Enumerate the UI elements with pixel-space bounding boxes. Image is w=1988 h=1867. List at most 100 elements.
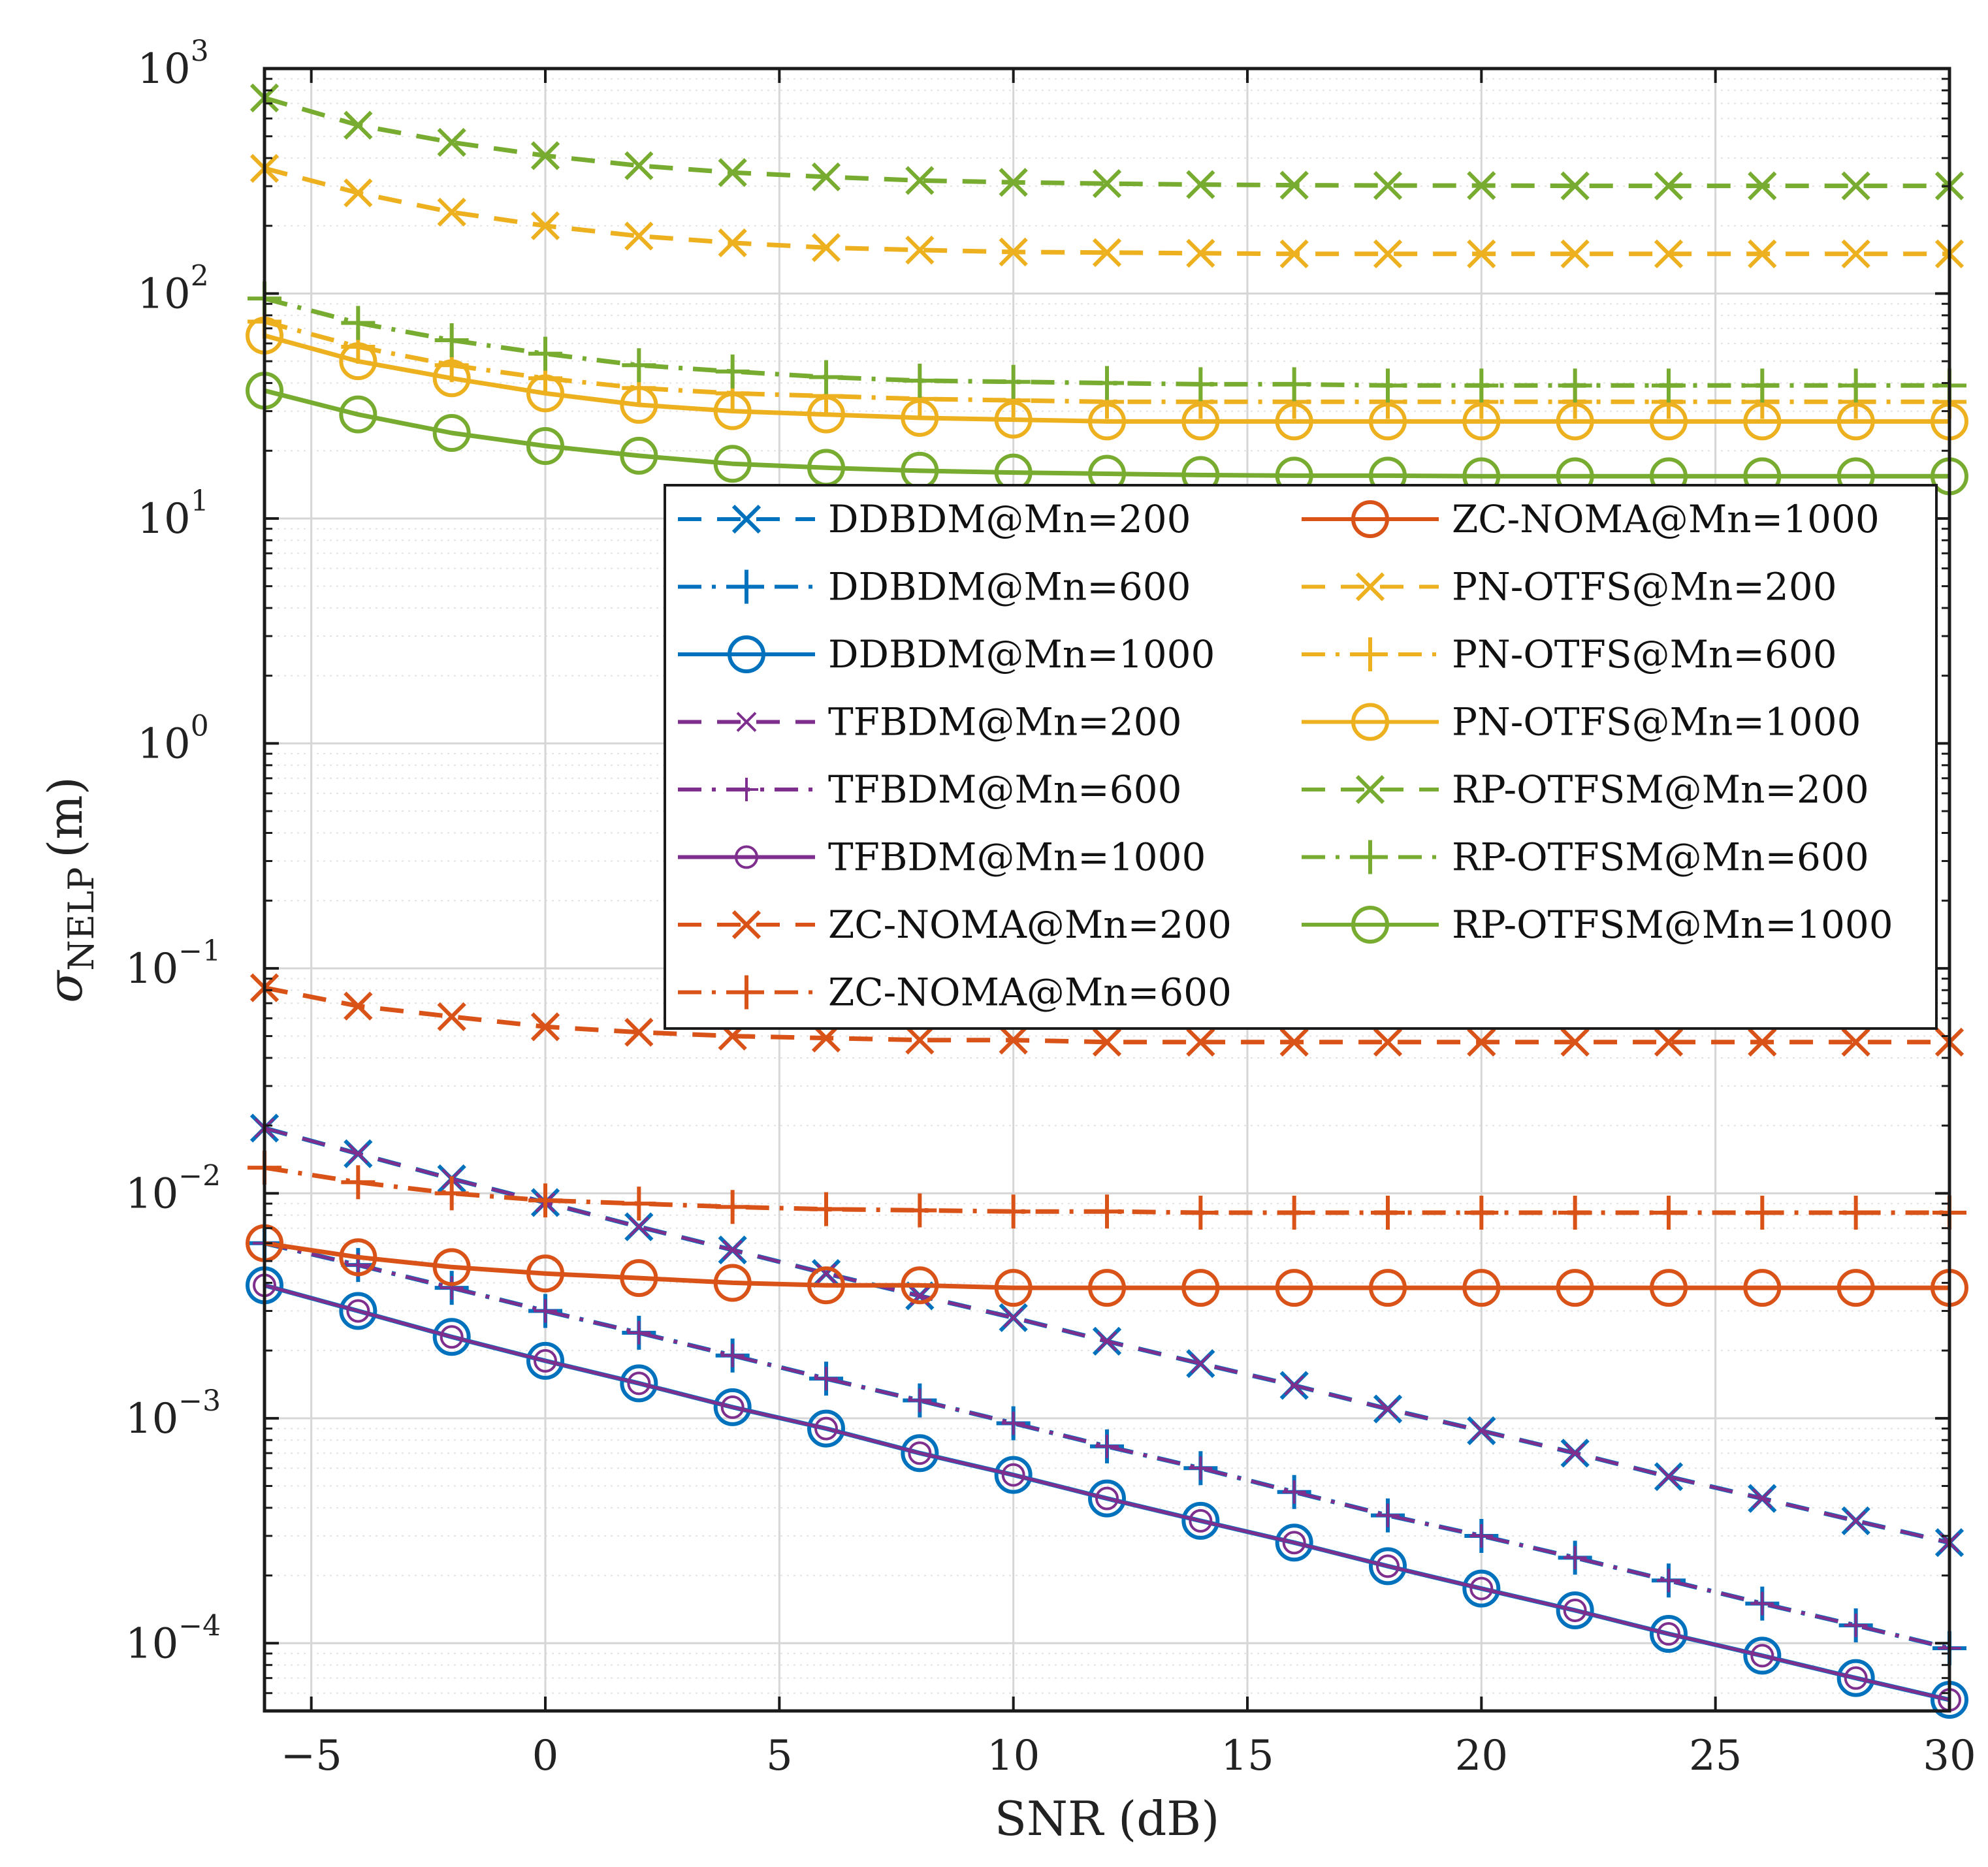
data-point bbox=[1558, 368, 1592, 403]
data-point bbox=[1558, 1196, 1592, 1230]
data-point bbox=[440, 1325, 464, 1349]
legend-label: ZC-NOMA@Mn=1000 bbox=[1452, 497, 1880, 541]
data-point bbox=[1376, 1503, 1400, 1527]
legend-label: DDBDM@Mn=200 bbox=[828, 497, 1191, 541]
data-point bbox=[901, 1434, 939, 1473]
data-point bbox=[437, 197, 466, 227]
data-point bbox=[994, 1456, 1033, 1494]
x-tick-label: 15 bbox=[1221, 1732, 1274, 1780]
data-point bbox=[1371, 368, 1405, 403]
plot-frame bbox=[263, 67, 1951, 1713]
data-point bbox=[903, 1193, 937, 1228]
data-point bbox=[1088, 1269, 1126, 1307]
data-point bbox=[1090, 1194, 1124, 1229]
data-point bbox=[1748, 239, 1777, 268]
data-point bbox=[1369, 402, 1407, 441]
legend: DDBDM@Mn=200 DDBDM@Mn=600 DDBDM@Mn=1000 TFB… bbox=[664, 484, 1938, 1030]
legend-label: TFBDM@Mn=600 bbox=[828, 767, 1181, 812]
data-point bbox=[1836, 402, 1875, 441]
data-point bbox=[1657, 1622, 1680, 1646]
x-axis-label: SNR (dB) bbox=[995, 1791, 1220, 1846]
data-point bbox=[1556, 1269, 1594, 1307]
data-point bbox=[344, 110, 373, 140]
data-point bbox=[346, 1299, 370, 1323]
legend-marker bbox=[735, 778, 758, 801]
data-point bbox=[814, 1367, 838, 1391]
data-point bbox=[905, 166, 935, 195]
data-point bbox=[526, 1341, 564, 1380]
data-point bbox=[341, 1165, 376, 1200]
data-point bbox=[996, 364, 1031, 399]
data-point bbox=[624, 1017, 654, 1047]
data-point bbox=[1275, 1269, 1313, 1307]
data-point bbox=[1373, 171, 1403, 200]
data-point bbox=[1836, 1659, 1875, 1697]
data-point bbox=[1745, 368, 1780, 403]
legend-entry-rp-otfsm-mn-1000: RP-OTFSM@Mn=1000 bbox=[1302, 902, 1893, 947]
data-point bbox=[1464, 368, 1499, 403]
data-point bbox=[620, 436, 658, 475]
legend-box bbox=[664, 484, 1938, 1030]
legend-marker bbox=[1351, 500, 1389, 538]
legend-label: ZC-NOMA@Mn=600 bbox=[828, 970, 1232, 1015]
data-point bbox=[1748, 171, 1777, 200]
series-tfbdm-mn-1000 bbox=[253, 1273, 1961, 1712]
data-point bbox=[526, 374, 564, 413]
data-point bbox=[713, 392, 752, 430]
legend-entry-pn-otfs-mn-600: PN-OTFS@Mn=600 bbox=[1302, 632, 1837, 677]
data-point bbox=[437, 127, 466, 157]
y-tick-label: 102 bbox=[137, 259, 208, 318]
data-point bbox=[1836, 1269, 1875, 1307]
legend-entry-rp-otfsm-mn-200: RP-OTFSM@Mn=200 bbox=[1302, 767, 1869, 812]
data-point bbox=[1275, 1524, 1313, 1562]
data-point bbox=[339, 395, 377, 434]
data-point bbox=[1565, 1443, 1586, 1463]
data-point bbox=[718, 228, 747, 257]
data-point bbox=[1369, 1547, 1407, 1586]
data-point bbox=[1183, 367, 1218, 402]
data-point bbox=[1376, 1554, 1400, 1578]
series-line-pn-otfs-mn-1000 bbox=[264, 333, 1949, 424]
legend-marker bbox=[1351, 703, 1389, 741]
data-point bbox=[1181, 402, 1220, 441]
data-point bbox=[715, 1190, 750, 1224]
data-point bbox=[1088, 402, 1126, 441]
legend-label: TFBDM@Mn=200 bbox=[828, 700, 1181, 744]
data-point bbox=[814, 1416, 838, 1441]
data-point bbox=[1186, 1027, 1215, 1057]
series-zc-noma-mn-600 bbox=[248, 1151, 1966, 1230]
data-point bbox=[1467, 239, 1496, 268]
data-point bbox=[1001, 1411, 1025, 1435]
data-point bbox=[996, 1194, 1031, 1229]
data-point bbox=[1471, 1420, 1492, 1441]
data-point bbox=[1743, 1636, 1782, 1675]
x-tick-label: −5 bbox=[280, 1732, 342, 1780]
data-point bbox=[622, 348, 656, 383]
data-point bbox=[1282, 1531, 1306, 1555]
data-point bbox=[1846, 1510, 1867, 1531]
data-point bbox=[434, 323, 469, 357]
y-axis-label-text: σNELP (m) bbox=[38, 776, 102, 1002]
data-point bbox=[1563, 1598, 1587, 1622]
data-point bbox=[627, 1371, 651, 1396]
legend-label: TFBDM@Mn=1000 bbox=[828, 835, 1206, 880]
data-point bbox=[1373, 239, 1403, 268]
data-point bbox=[1282, 1480, 1306, 1504]
data-point bbox=[1844, 1614, 1868, 1638]
series-layer bbox=[246, 83, 1968, 1719]
legend-label: RP-OTFSM@Mn=1000 bbox=[1452, 902, 1893, 947]
data-point bbox=[620, 1259, 658, 1298]
data-point bbox=[1658, 1466, 1679, 1487]
data-point bbox=[528, 1183, 562, 1218]
legend-entry-rp-otfsm-mn-600: RP-OTFSM@Mn=600 bbox=[1302, 835, 1869, 880]
data-point bbox=[1563, 1546, 1587, 1570]
data-point bbox=[1560, 1027, 1590, 1057]
data-point bbox=[1001, 1463, 1025, 1487]
data-point bbox=[347, 1143, 368, 1164]
y-axis-label-unit: (m) bbox=[38, 776, 93, 857]
data-point bbox=[994, 1269, 1033, 1307]
legend-label: PN-OTFS@Mn=200 bbox=[1452, 565, 1837, 609]
y-tick-label: 100 bbox=[137, 709, 208, 768]
legend-marker bbox=[735, 845, 758, 869]
series-pn-otfs-mn-200 bbox=[249, 153, 1964, 268]
